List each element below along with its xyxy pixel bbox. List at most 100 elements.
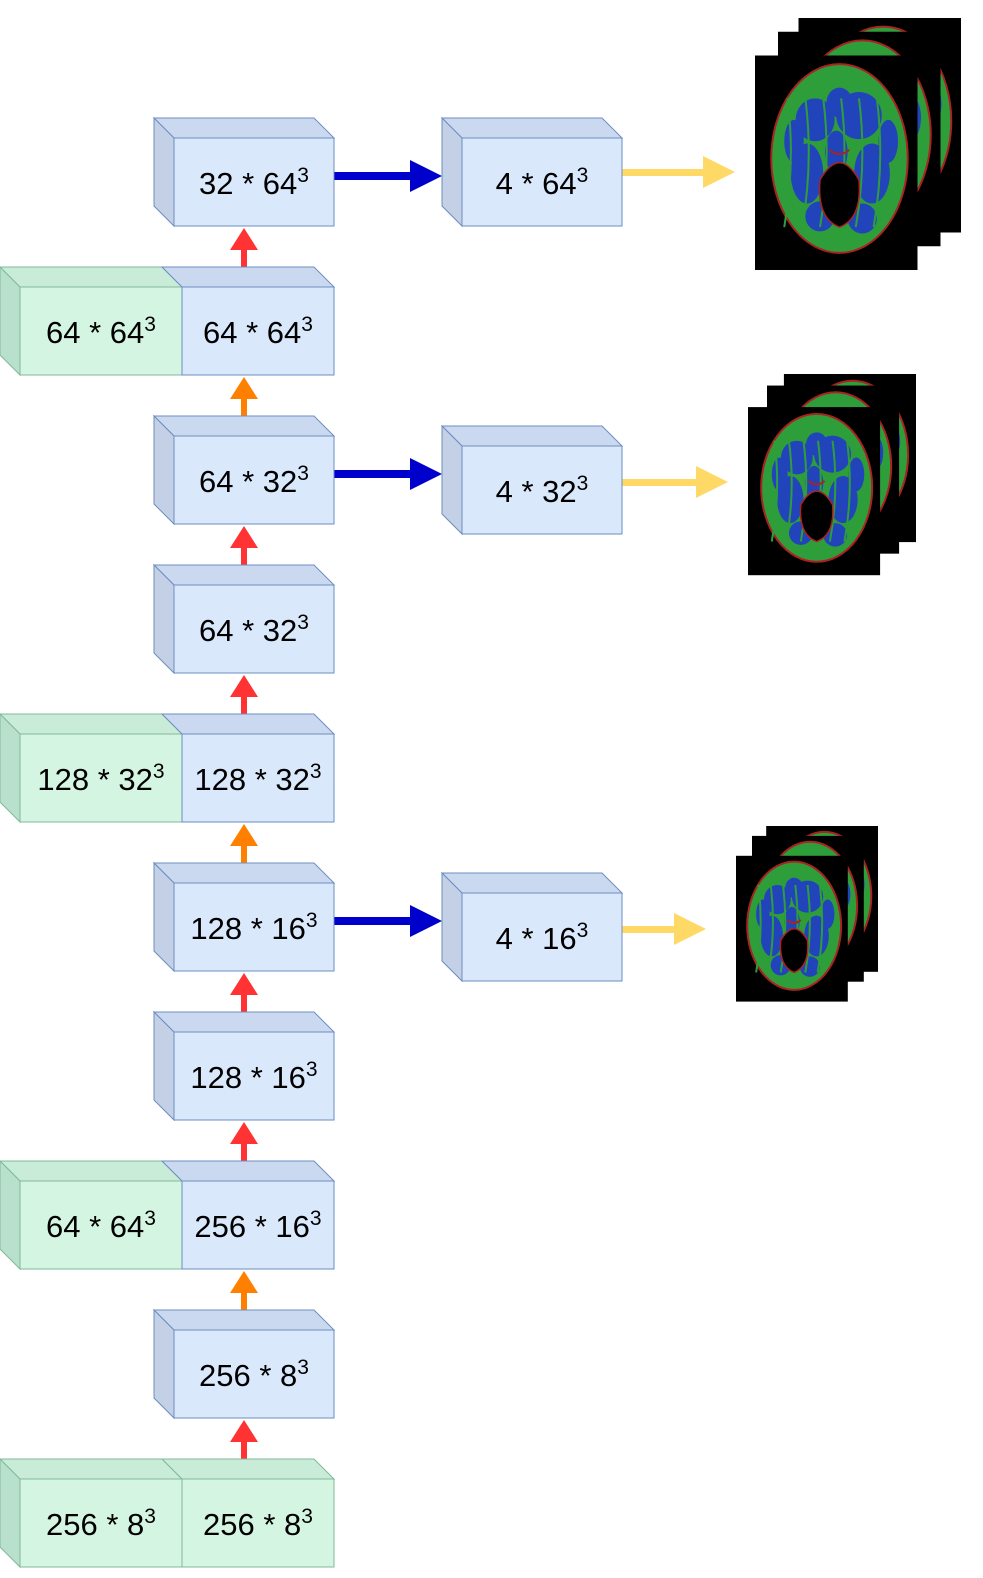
box-top-face <box>440 117 624 139</box>
brain-fold <box>854 98 864 228</box>
block-label-exponent: 3 <box>577 164 589 187</box>
arrow-head <box>230 228 258 250</box>
blue-arrow <box>334 160 442 192</box>
output-block-o1: 4 * 643 <box>440 116 624 228</box>
box-top-face <box>440 872 624 894</box>
brain-fold <box>755 884 762 973</box>
brain-fold <box>770 440 779 542</box>
arrow-head <box>230 526 258 548</box>
output-block-o3: 4 * 163 <box>440 871 624 983</box>
brain-ventricle <box>799 490 834 543</box>
box-front-face <box>173 1031 335 1121</box>
block-label-base: 128 * 32 <box>194 762 310 797</box>
brain-fold <box>819 98 828 228</box>
box-top-face <box>0 266 184 288</box>
brain-fold <box>801 98 810 228</box>
box-top-face <box>160 1458 336 1480</box>
box-top-face <box>160 713 336 735</box>
block-label: 64 * 323 <box>199 462 309 499</box>
feature-block-b5: 128 * 323 <box>160 713 336 823</box>
block-label-exponent: 3 <box>310 760 322 783</box>
segmentation-stack-img1 <box>755 18 961 270</box>
arrow-head <box>674 913 706 945</box>
box-front-face <box>19 286 183 376</box>
red-arrow <box>230 1420 258 1459</box>
block-label-exponent: 3 <box>297 1356 309 1379</box>
brain-region <box>826 87 853 118</box>
feature-block-b8: 256 * 163 <box>160 1160 336 1270</box>
brain-region <box>878 119 898 163</box>
segmentation-stack-img3 <box>736 826 878 1002</box>
block-label: 256 * 83 <box>199 1356 309 1393</box>
block-label-base: 256 * 8 <box>199 1358 297 1393</box>
block-label-base: 64 * 64 <box>46 1209 144 1244</box>
arrows-layer <box>230 156 735 1459</box>
red-arrow <box>230 228 258 267</box>
brain-region <box>820 899 835 929</box>
arrow-shaft <box>241 246 247 267</box>
brain-fold <box>785 440 793 542</box>
box-front-face <box>19 733 183 823</box>
box-top-face <box>152 862 336 884</box>
block-label-exponent: 3 <box>144 1207 156 1230</box>
yellow-arrow <box>622 913 706 945</box>
block-label: 128 * 163 <box>190 909 317 946</box>
block-label-base: 256 * 8 <box>46 1507 144 1542</box>
arrow-head <box>230 1122 258 1144</box>
box-front-face <box>173 435 335 525</box>
box-top-face <box>160 1160 336 1182</box>
arrow-head <box>230 1271 258 1293</box>
arrow-shaft <box>622 169 705 176</box>
brain-fold <box>872 98 882 228</box>
block-label-base: 128 * 16 <box>190 1060 306 1095</box>
block-label: 64 * 323 <box>199 611 309 648</box>
output-block-o2: 4 * 323 <box>440 424 624 536</box>
orange-arrow <box>230 1271 258 1310</box>
block-label: 256 * 83 <box>203 1505 313 1542</box>
box-front-face <box>173 1329 335 1419</box>
arrow-head <box>230 973 258 995</box>
block-label-exponent: 3 <box>577 919 589 942</box>
block-label-exponent: 3 <box>297 462 309 485</box>
block-label: 256 * 163 <box>194 1207 321 1244</box>
arrow-head <box>230 675 258 697</box>
feature-block-b7: 128 * 163 <box>152 1010 336 1122</box>
box-top-face <box>152 1011 336 1033</box>
arrow-head <box>410 905 442 937</box>
box-top-face <box>0 713 184 735</box>
block-label-base: 256 * 16 <box>194 1209 310 1244</box>
feature-block-b1: 32 * 643 <box>152 116 336 228</box>
feature-block-b10: 256 * 83 <box>160 1458 336 1568</box>
block-label-base: 64 * 64 <box>203 315 301 350</box>
brain-fold <box>843 440 851 542</box>
block-label: 64 * 643 <box>46 313 156 350</box>
block-label-exponent: 3 <box>310 1207 322 1230</box>
block-label-exponent: 3 <box>144 1505 156 1528</box>
feature-block-b6: 128 * 163 <box>152 861 336 973</box>
block-label-base: 4 * 64 <box>496 166 577 201</box>
arrow-shaft <box>334 917 412 925</box>
images-layer <box>736 18 961 1002</box>
blue-arrow <box>334 905 442 937</box>
feature-block-b2: 64 * 643 <box>160 266 336 376</box>
arrow-shaft <box>334 172 412 180</box>
block-label-base: 64 * 32 <box>199 613 297 648</box>
brain-region <box>848 457 865 492</box>
block-label-base: 4 * 16 <box>496 921 577 956</box>
arrow-shaft <box>334 470 412 478</box>
red-arrow <box>230 675 258 714</box>
yellow-arrow <box>622 156 735 188</box>
arrow-head <box>703 156 735 188</box>
box-front-face <box>19 1478 183 1568</box>
box-front-face <box>173 584 335 674</box>
brain-detail <box>808 480 826 486</box>
block-label-base: 128 * 32 <box>37 762 153 797</box>
block-label: 32 * 643 <box>199 164 309 201</box>
feature-block-b4: 64 * 323 <box>152 563 336 675</box>
box-front-face <box>461 445 623 535</box>
arrow-head <box>230 1420 258 1442</box>
block-label: 128 * 163 <box>190 1058 317 1095</box>
block-label-exponent: 3 <box>144 313 156 336</box>
block-label: 128 * 323 <box>194 760 321 797</box>
